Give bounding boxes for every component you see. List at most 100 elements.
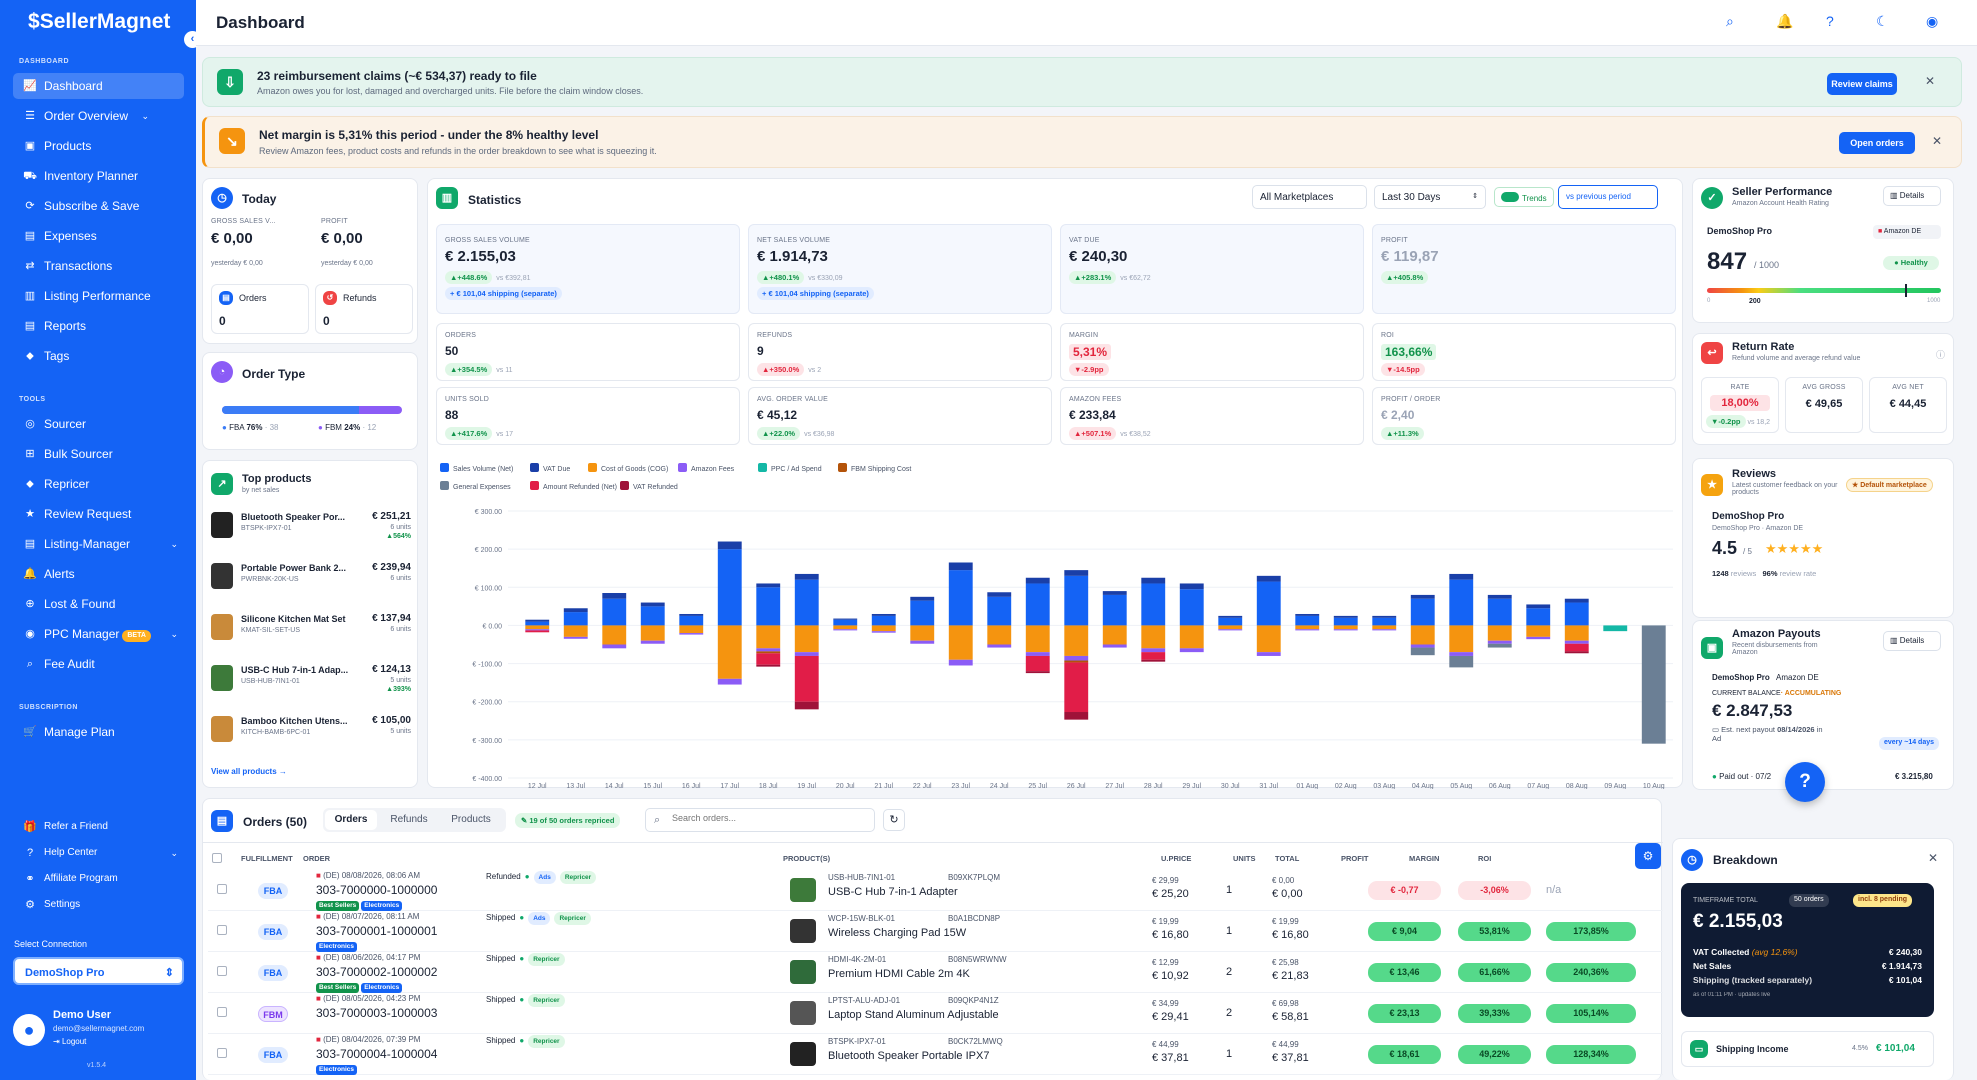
bar-segment[interactable] [1218,615,1243,618]
top-product-item[interactable]: Bamboo Kitchen Utens... KITCH-BAMB-6PC-01… [203,710,419,756]
sidebar-item-listing-manager[interactable]: ▤ Listing-Manager ⌄ [13,531,184,557]
sidebar-item-repricer[interactable]: ⬥ Repricer [13,471,184,497]
bar-segment[interactable] [640,602,665,607]
bar-segment[interactable] [1218,629,1243,631]
tab-orders[interactable]: Orders [325,810,377,830]
bar-segment[interactable] [1025,625,1050,653]
bar-segment[interactable] [794,652,819,656]
bar-segment[interactable] [679,633,704,635]
bar-segment[interactable] [910,625,935,641]
top-product-item[interactable]: USB-C Hub 7-in-1 Adap... USB-HUB-7IN1-01 €… [203,659,419,705]
eye-icon[interactable]: ◉ [1926,13,1939,29]
avatar[interactable]: ● [13,1014,45,1046]
bar-segment[interactable] [1372,617,1397,626]
sidebar-item-dashboard[interactable]: 📈 Dashboard [13,73,184,99]
order-id[interactable]: 303-7000002-1000002 [316,965,438,979]
bar-segment[interactable] [525,621,550,626]
product-name[interactable]: Laptop Stand Aluminum Adjustable [828,1009,999,1021]
bar-segment[interactable] [717,541,742,550]
table-row[interactable]: FBA ■ (DE) 08/06/2026, 04:17 PM Shipped ● Re… [208,952,1663,993]
bar-segment[interactable] [1449,579,1474,626]
bar-segment[interactable] [602,625,627,645]
bar-segment[interactable] [1372,629,1397,631]
bar-segment[interactable] [910,600,935,626]
bar-segment[interactable] [640,640,665,644]
bar-segment[interactable] [1064,570,1089,576]
column-header[interactable]: FULFILLMENT [241,854,293,863]
bar-segment[interactable] [871,625,896,632]
bar-segment[interactable] [525,625,550,630]
legend-item[interactable]: General Expenses [440,481,511,491]
bar-segment[interactable] [987,625,1012,645]
table-row[interactable]: FBA ■ (DE) 08/04/2026, 07:39 PM Shipped ● Re… [208,1034,1663,1075]
bar-segment[interactable] [1333,629,1358,631]
bar-segment[interactable] [1256,575,1281,582]
row-checkbox[interactable] [217,925,227,935]
bar-segment[interactable] [1179,589,1204,626]
trends-toggle[interactable]: Trends [1494,187,1554,207]
bar-segment[interactable] [1179,648,1204,653]
bar-segment[interactable] [1064,662,1089,713]
bar-segment[interactable] [1141,583,1166,626]
help-fab-button[interactable]: ? [1785,762,1825,802]
bar-segment[interactable] [679,625,704,634]
legend-item[interactable]: Amazon Fees [678,463,734,473]
bar-segment[interactable] [871,631,896,633]
bar-segment[interactable] [1449,652,1474,656]
bar-segment[interactable] [794,701,819,710]
legend-item[interactable]: Amount Refunded (Net) [530,481,617,491]
bar-segment[interactable] [1295,615,1320,626]
bar-segment[interactable] [1526,604,1551,609]
column-header[interactable]: U.PRICE [1161,854,1192,863]
search-orders-field[interactable]: ⌕ [645,808,875,832]
bar-segment[interactable] [1141,652,1166,660]
bar-segment[interactable] [1564,602,1589,626]
sidebar-item-products[interactable]: ▣ Products [13,133,184,159]
bar-segment[interactable] [1410,594,1435,599]
column-header[interactable]: ROI [1478,854,1492,863]
compare-select[interactable]: vs previous period [1558,185,1658,209]
row-checkbox[interactable] [217,884,227,894]
bar-segment[interactable] [1333,615,1358,618]
bar-segment[interactable] [1256,625,1281,653]
bar-segment[interactable] [1449,655,1474,668]
bar-segment[interactable] [756,625,781,649]
top-product-item[interactable]: Silicone Kitchen Mat Set KMAT-SIL-SET-US €… [203,608,419,654]
sidebar-item-alerts[interactable]: 🔔 Alerts [13,561,184,587]
refresh-icon[interactable]: ↻ [883,809,905,831]
orders-mini[interactable]: ▤ Orders 0 [211,284,309,334]
bar-segment[interactable] [1218,617,1243,626]
bar-segment[interactable] [602,598,627,626]
table-row[interactable]: FBA ■ (DE) 08/07/2026, 08:11 AM Shipped ● Ad… [208,911,1663,952]
sidebar-item-expenses[interactable]: ▤ Expenses [13,223,184,249]
bar-segment[interactable] [602,593,627,599]
view-all-products-link[interactable]: View all products → [211,767,287,776]
bar-segment[interactable] [1064,575,1089,626]
close-icon[interactable]: ✕ [1925,74,1936,88]
bar-segment[interactable] [1487,625,1512,641]
bar-segment[interactable] [948,570,973,626]
bar-segment[interactable] [833,625,858,630]
legend-item[interactable]: PPC / Ad Spend [758,463,822,473]
sidebar-item-settings[interactable]: ⚙ Settings [13,892,184,918]
refunds-mini[interactable]: ↺ Refunds 0 [315,284,413,334]
sidebar-item-review-request[interactable]: ★ Review Request [13,501,184,527]
connection-select[interactable]: DemoShop Pro ⇕ [13,957,184,985]
bar-segment[interactable] [1295,629,1320,631]
date-range-select[interactable]: Last 30 Days ⇕ [1374,185,1486,209]
select-all-checkbox[interactable] [212,853,222,863]
bar-segment[interactable] [1526,625,1551,637]
legend-item[interactable]: VAT Due [530,463,570,473]
bar-segment[interactable] [1487,643,1512,648]
order-id[interactable]: 303-7000003-1000003 [316,1006,438,1020]
details-button[interactable]: ▥ Details [1883,186,1941,206]
bar-segment[interactable] [948,625,973,660]
sidebar-item-ppc-manager[interactable]: ◉ PPC Manager BETA ⌄ [13,621,184,647]
legend-item[interactable]: FBM Shipping Cost [838,463,911,473]
app-logo[interactable]: $SellerMagnet [28,10,171,33]
bar-segment[interactable] [987,592,1012,597]
bar-segment[interactable] [948,659,973,666]
close-icon[interactable]: ✕ [1932,134,1943,148]
bar-segment[interactable] [1410,598,1435,626]
sidebar-item-bulk-sourcer[interactable]: ⊞ Bulk Sourcer [13,441,184,467]
